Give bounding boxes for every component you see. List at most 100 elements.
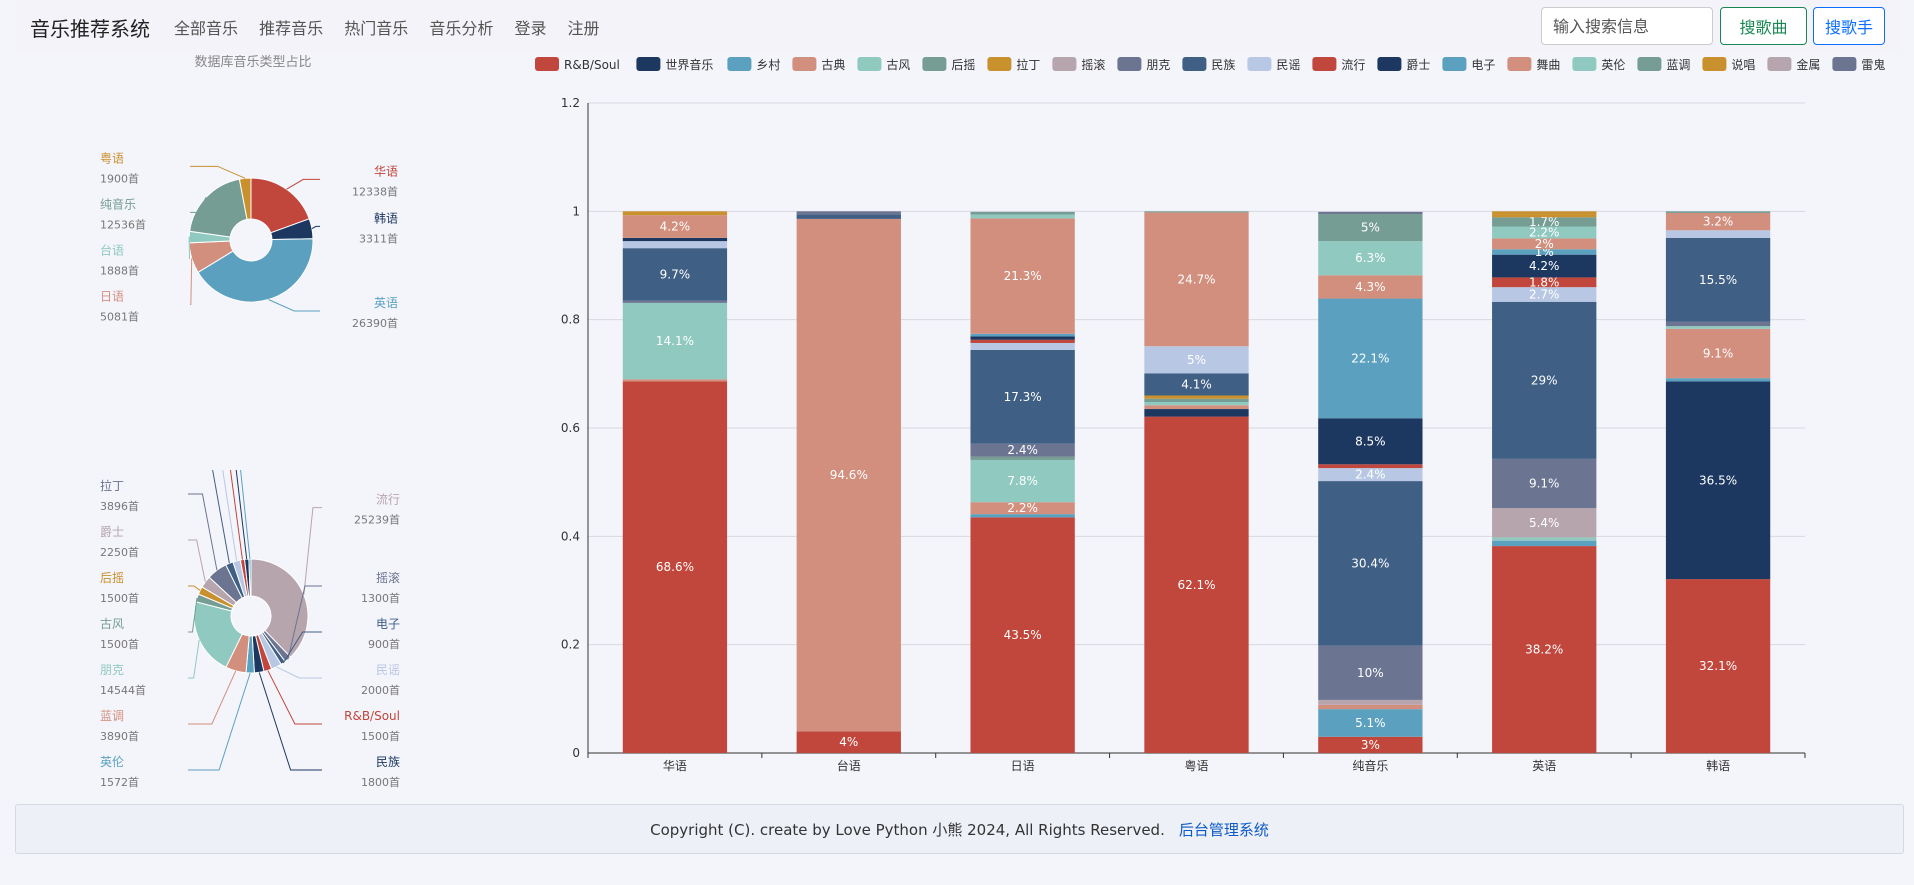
bar-segment[interactable] <box>796 211 901 215</box>
bar-segment[interactable] <box>1665 237 1771 322</box>
bar-segment[interactable] <box>1144 395 1249 399</box>
bar-segment[interactable] <box>1318 481 1423 646</box>
bar-segment[interactable] <box>1144 409 1249 417</box>
pie-slice[interactable] <box>197 238 314 303</box>
bar-segment[interactable] <box>1492 508 1597 538</box>
bar-segment[interactable] <box>1665 211 1771 213</box>
nav-music-analysis[interactable]: 音乐分析 <box>429 19 494 38</box>
bar-segment[interactable] <box>622 241 728 249</box>
bar-segment[interactable] <box>1492 217 1597 227</box>
bar-segment[interactable] <box>970 350 1075 444</box>
bar-segment[interactable] <box>622 211 728 216</box>
bar-segment[interactable] <box>1144 416 1249 753</box>
legend-item[interactable]: 雷鬼 <box>1832 57 1885 72</box>
search-singer-button[interactable]: 搜歌手 <box>1813 7 1885 45</box>
bar-segment[interactable] <box>1318 298 1423 419</box>
bar-segment[interactable] <box>622 379 728 382</box>
legend-item[interactable]: 古典 <box>792 57 845 72</box>
bar-segment[interactable] <box>1665 378 1771 382</box>
search-input[interactable] <box>1541 7 1713 45</box>
bar-segment[interactable] <box>1665 230 1771 238</box>
legend-item[interactable]: 世界音乐 <box>636 57 713 72</box>
bar-segment[interactable] <box>1492 277 1597 288</box>
bar-segment[interactable] <box>622 237 728 242</box>
bar-segment[interactable] <box>1144 346 1249 374</box>
bar-segment[interactable] <box>1318 468 1423 482</box>
pie-slice[interactable] <box>238 177 252 220</box>
legend-item[interactable]: 古风 <box>857 57 910 72</box>
legend-item[interactable]: 英伦 <box>1572 57 1625 72</box>
legend-item[interactable]: 说唱 <box>1702 57 1755 72</box>
bar-segment[interactable] <box>970 514 1075 518</box>
bar-segment[interactable] <box>1144 402 1249 406</box>
bar-segment[interactable] <box>1318 645 1423 700</box>
bar-segment[interactable] <box>1318 736 1423 753</box>
bar-segment[interactable] <box>1318 704 1423 710</box>
bar-segment[interactable] <box>970 336 1075 340</box>
bar-segment[interactable] <box>1665 381 1771 580</box>
bar-segment[interactable] <box>970 443 1075 457</box>
bar-segment[interactable] <box>1492 254 1597 278</box>
bar-segment[interactable] <box>1318 709 1423 737</box>
legend-item[interactable]: 拉丁 <box>987 57 1040 72</box>
bar-segment[interactable] <box>1492 211 1597 215</box>
nav-recommend-music[interactable]: 推荐音乐 <box>259 19 324 38</box>
bar-segment[interactable] <box>1492 287 1597 302</box>
bar-segment[interactable] <box>1665 321 1771 327</box>
bar-segment[interactable] <box>622 302 728 380</box>
nav-register[interactable]: 注册 <box>567 19 600 38</box>
bar-segment[interactable] <box>1492 537 1597 541</box>
bar-segment[interactable] <box>970 456 1075 460</box>
bar-segment[interactable] <box>796 214 901 219</box>
bar-segment[interactable] <box>1665 328 1771 379</box>
bar-segment[interactable] <box>1318 214 1423 242</box>
nav-hot-music[interactable]: 热门音乐 <box>344 19 409 38</box>
bar-segment[interactable] <box>1665 212 1771 231</box>
legend-item[interactable]: 民谣 <box>1247 57 1300 72</box>
bar-segment[interactable] <box>622 248 728 301</box>
bar-segment[interactable] <box>622 381 728 753</box>
admin-link[interactable]: 后台管理系统 <box>1178 820 1269 839</box>
bar-segment[interactable] <box>1492 249 1597 255</box>
bar-segment[interactable] <box>1492 214 1597 218</box>
bar-segment[interactable] <box>796 731 901 753</box>
bar-segment[interactable] <box>970 342 1075 350</box>
bar-segment[interactable] <box>970 211 1075 215</box>
pie-slice[interactable] <box>193 601 243 668</box>
bar-segment[interactable] <box>970 339 1075 343</box>
legend-item[interactable]: 流行 <box>1312 57 1365 72</box>
bar-segment[interactable] <box>1144 398 1249 402</box>
bar-segment[interactable] <box>1318 699 1423 705</box>
legend-item[interactable]: 朋克 <box>1117 57 1170 72</box>
bar-segment[interactable] <box>970 459 1075 503</box>
bar-segment[interactable] <box>1665 326 1771 329</box>
bar-segment[interactable] <box>1318 211 1423 215</box>
bar-segment[interactable] <box>970 517 1075 753</box>
legend-item[interactable]: 民族 <box>1182 57 1235 72</box>
bar-segment[interactable] <box>1492 301 1597 459</box>
legend-item[interactable]: 爵士 <box>1377 57 1430 72</box>
bar-segment[interactable] <box>1144 212 1249 347</box>
bar-segment[interactable] <box>1318 241 1423 276</box>
bar-segment[interactable] <box>970 502 1075 515</box>
legend-item[interactable]: 电子 <box>1442 57 1495 72</box>
legend-item[interactable]: 摇滚 <box>1052 57 1105 72</box>
legend-item[interactable]: 后摇 <box>922 57 975 72</box>
bar-segment[interactable] <box>1665 579 1771 753</box>
nav-all-music[interactable]: 全部音乐 <box>174 19 239 38</box>
bar-segment[interactable] <box>1318 464 1423 469</box>
bar-segment[interactable] <box>970 333 1075 337</box>
bar-segment[interactable] <box>1492 238 1597 250</box>
bar-segment[interactable] <box>796 218 901 732</box>
legend-item[interactable]: 蓝调 <box>1637 57 1690 72</box>
bar-segment[interactable] <box>1144 405 1249 410</box>
bar-segment[interactable] <box>970 218 1075 334</box>
bar-segment[interactable] <box>1492 226 1597 239</box>
brand-title[interactable]: 音乐推荐系统 <box>30 16 150 41</box>
legend-item[interactable]: 舞曲 <box>1507 57 1560 72</box>
search-song-button[interactable]: 搜歌曲 <box>1720 7 1807 45</box>
bar-segment[interactable] <box>1492 458 1597 509</box>
pie-slice[interactable] <box>189 178 248 238</box>
nav-login[interactable]: 登录 <box>514 19 547 38</box>
bar-segment[interactable] <box>622 215 728 238</box>
